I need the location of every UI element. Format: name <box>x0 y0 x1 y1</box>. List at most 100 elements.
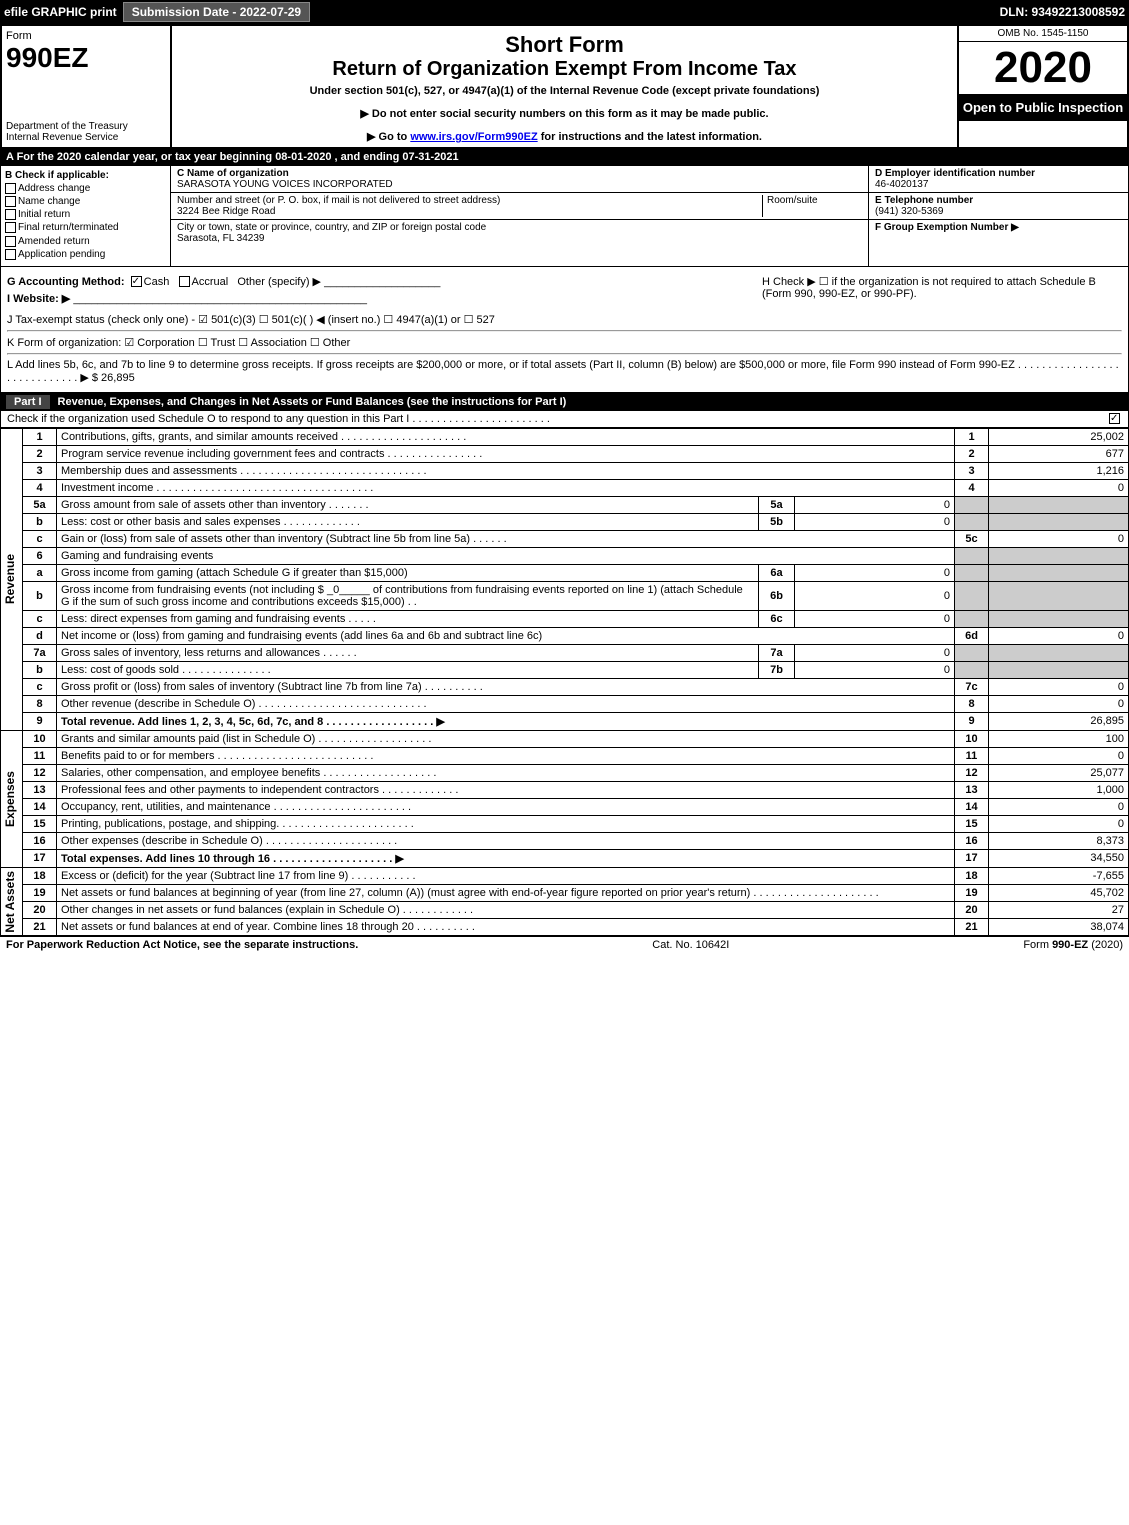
footer-cat: Cat. No. 10642I <box>652 939 729 951</box>
part-1-table: Revenue1Contributions, gifts, grants, an… <box>0 428 1129 936</box>
result-number-shaded <box>955 610 989 627</box>
line-description: Professional fees and other payments to … <box>57 781 955 798</box>
result-line-number: 6d <box>955 627 989 644</box>
result-value-shaded <box>989 644 1129 661</box>
subtitle: Under section 501(c), 527, or 4947(a)(1)… <box>182 85 947 97</box>
result-value: 0 <box>989 747 1129 764</box>
footer-left: For Paperwork Reduction Act Notice, see … <box>6 939 358 951</box>
table-row: 8Other revenue (describe in Schedule O) … <box>1 695 1129 712</box>
ssn-note: ▶ Do not enter social security numbers o… <box>182 107 947 120</box>
result-line-number: 4 <box>955 479 989 496</box>
result-value: 0 <box>989 678 1129 695</box>
phone-value: (941) 320-5369 <box>875 206 943 217</box>
efile-label: efile GRAPHIC print <box>4 5 117 19</box>
result-value: 0 <box>989 627 1129 644</box>
part-1-label: Part I <box>6 395 50 409</box>
line-j: J Tax-exempt status (check only one) - ☑… <box>7 313 1122 326</box>
line-g: G Accounting Method: Cash Accrual Other … <box>7 275 742 288</box>
line-description: Gain or (loss) from sale of assets other… <box>57 530 955 547</box>
section-label: Net Assets <box>1 871 19 933</box>
cb-accrual[interactable] <box>179 276 190 287</box>
sub-line-value: 0 <box>795 496 955 513</box>
table-row: 7aGross sales of inventory, less returns… <box>1 644 1129 661</box>
result-value-shaded <box>989 610 1129 627</box>
line-number: 9 <box>23 712 57 730</box>
line-number: b <box>23 513 57 530</box>
cb-schedule-o[interactable] <box>1109 413 1120 424</box>
line-number: 7a <box>23 644 57 661</box>
line-description: Contributions, gifts, grants, and simila… <box>57 428 955 445</box>
result-line-number: 15 <box>955 815 989 832</box>
sub-line-number: 6c <box>759 610 795 627</box>
result-value-shaded <box>989 661 1129 678</box>
result-value: 25,002 <box>989 428 1129 445</box>
result-line-number: 5c <box>955 530 989 547</box>
sub-line-number: 7b <box>759 661 795 678</box>
table-row: cLess: direct expenses from gaming and f… <box>1 610 1129 627</box>
sub-line-number: 5b <box>759 513 795 530</box>
line-number: 21 <box>23 918 57 935</box>
result-number-shaded <box>955 496 989 513</box>
result-line-number: 11 <box>955 747 989 764</box>
line-number: 11 <box>23 747 57 764</box>
table-row: Revenue1Contributions, gifts, grants, an… <box>1 428 1129 445</box>
cb-final-return[interactable]: Final return/terminated <box>5 222 166 233</box>
department-label: Department of the Treasury <box>6 121 128 132</box>
table-row: dNet income or (loss) from gaming and fu… <box>1 627 1129 644</box>
omb-number: OMB No. 1545-1150 <box>959 26 1127 42</box>
cb-address-change[interactable]: Address change <box>5 183 166 194</box>
line-number: 10 <box>23 730 57 747</box>
line-number: 18 <box>23 867 57 884</box>
line-l: L Add lines 5b, 6c, and 7b to line 9 to … <box>7 359 1122 384</box>
result-line-number: 12 <box>955 764 989 781</box>
cb-application-pending[interactable]: Application pending <box>5 249 166 260</box>
result-line-number: 13 <box>955 781 989 798</box>
table-row: Expenses10Grants and similar amounts pai… <box>1 730 1129 747</box>
dln-label: DLN: 93492213008592 <box>1000 5 1125 19</box>
line-number: 5a <box>23 496 57 513</box>
line-description: Program service revenue including govern… <box>57 445 955 462</box>
result-value: 25,077 <box>989 764 1129 781</box>
line-h: H Check ▶ ☐ if the organization is not r… <box>762 275 1122 300</box>
cb-name-change[interactable]: Name change <box>5 196 166 207</box>
sub-line-value: 0 <box>795 513 955 530</box>
table-row: 9Total revenue. Add lines 1, 2, 3, 4, 5c… <box>1 712 1129 730</box>
line-description: Investment income . . . . . . . . . . . … <box>57 479 955 496</box>
cb-initial-return[interactable]: Initial return <box>5 209 166 220</box>
result-line-number: 10 <box>955 730 989 747</box>
table-row: 17Total expenses. Add lines 10 through 1… <box>1 849 1129 867</box>
table-row: Net Assets18Excess or (deficit) for the … <box>1 867 1129 884</box>
sub-line-number: 5a <box>759 496 795 513</box>
result-line-number: 16 <box>955 832 989 849</box>
sub-line-value: 0 <box>795 644 955 661</box>
result-line-number: 17 <box>955 849 989 867</box>
table-row: cGain or (loss) from sale of assets othe… <box>1 530 1129 547</box>
result-value: 100 <box>989 730 1129 747</box>
cb-amended-return[interactable]: Amended return <box>5 236 166 247</box>
box-e: E Telephone number (941) 320-5369 <box>869 193 1128 220</box>
sub-line-number: 7a <box>759 644 795 661</box>
open-to-public: Open to Public Inspection <box>959 94 1127 121</box>
table-row: bGross income from fundraising events (n… <box>1 581 1129 610</box>
line-description: Printing, publications, postage, and shi… <box>57 815 955 832</box>
part-1-title: Revenue, Expenses, and Changes in Net As… <box>58 396 567 408</box>
box-c-city: City or town, state or province, country… <box>171 220 868 246</box>
section-label: Expenses <box>1 771 19 827</box>
table-row: 16Other expenses (describe in Schedule O… <box>1 832 1129 849</box>
org-info-block: B Check if applicable: Address change Na… <box>0 165 1129 267</box>
line-description: Occupancy, rent, utilities, and maintena… <box>57 798 955 815</box>
box-c-name: C Name of organization SARASOTA YOUNG VO… <box>171 166 868 193</box>
result-line-number: 3 <box>955 462 989 479</box>
line-description: Total revenue. Add lines 1, 2, 3, 4, 5c,… <box>57 712 955 730</box>
info-block-g-l: G Accounting Method: Cash Accrual Other … <box>0 267 1129 393</box>
form-word: Form <box>6 30 32 42</box>
line-description: Less: cost or other basis and sales expe… <box>57 513 759 530</box>
irs-link[interactable]: www.irs.gov/Form990EZ <box>410 131 537 143</box>
result-number-shaded <box>955 661 989 678</box>
line-k: K Form of organization: ☑ Corporation ☐ … <box>7 336 1122 349</box>
result-line-number: 2 <box>955 445 989 462</box>
result-line-number: 18 <box>955 867 989 884</box>
line-number: d <box>23 627 57 644</box>
cb-cash[interactable] <box>131 276 142 287</box>
result-line-number: 20 <box>955 901 989 918</box>
